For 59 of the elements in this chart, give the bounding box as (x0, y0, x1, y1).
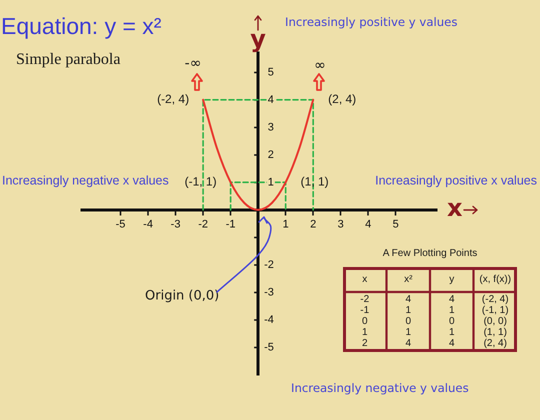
y-tick-label: 1 (268, 176, 274, 188)
text: 4 (448, 293, 456, 305)
annotation: x² (403, 273, 414, 287)
text: (-2, 4) (480, 293, 510, 305)
y-tick-label: 5 (268, 66, 274, 78)
x-tick-label: -4 (143, 218, 153, 231)
annotation: (-1, 1) (184, 174, 217, 189)
annotation: (2, 4) (328, 92, 356, 106)
text: (2, 4) (482, 338, 508, 349)
annotation: -1 (359, 305, 370, 316)
x-tick-label: 5 (392, 218, 399, 231)
text: (x, f(x)) (478, 273, 512, 287)
annotation: 0 (404, 316, 412, 327)
annotation: 1 (404, 327, 412, 338)
annotation: x (361, 273, 368, 287)
annotation: Origin (0,0) (145, 288, 220, 304)
y-tick-label: 2 (268, 148, 274, 161)
x-tick-label: -3 (170, 218, 180, 231)
y-tick-label: -5 (264, 342, 274, 354)
annotation: (1, 1) (300, 174, 329, 189)
annotation: 1 (404, 305, 412, 316)
text: 0 (448, 316, 456, 327)
annotation: A Few Plotting Points (382, 248, 478, 259)
annotation: Increasingly positive x values (375, 173, 537, 188)
y-tick-label: 4 (268, 94, 274, 106)
annotation: 4 (404, 338, 412, 349)
text: Increasingly positive y values (285, 15, 458, 30)
y-tick-label: -2 (264, 258, 274, 271)
y-tick-label: -4 (264, 314, 274, 326)
x-tick-label: 1 (282, 218, 289, 231)
x-tick-label: 4 (365, 218, 372, 231)
text: (0, 0) (482, 316, 508, 327)
text: 1 (448, 305, 456, 316)
text: (1, 1) (482, 327, 508, 338)
annotation: -∞ (184, 56, 202, 72)
annotation: Increasingly negative x values (2, 173, 169, 188)
x-tick-label: 3 (338, 218, 344, 231)
annotation: 2 (360, 338, 369, 349)
text: 1 (448, 327, 456, 338)
annotation: -2 (359, 293, 370, 305)
annotation: 4 (404, 293, 412, 305)
text: 4 (448, 338, 456, 349)
x-tick-label: -1 (226, 218, 236, 231)
annotation: (-2, 4) (157, 92, 190, 106)
text: Increasingly negative y values (291, 381, 469, 396)
y-tick-label: 3 (268, 121, 274, 134)
annotation: 1 (360, 327, 369, 338)
x-tick-label: -5 (116, 218, 126, 231)
text: (-1, 1) (480, 305, 510, 316)
x-tick-label: -2 (198, 218, 208, 231)
chart-subtitle: Simple parabola (16, 51, 120, 68)
text: y (448, 273, 456, 287)
y-axis-title: y (250, 25, 266, 54)
chart-title: Equation: y = x² (1, 13, 162, 39)
y-tick-label: -3 (264, 286, 274, 298)
annotation: 0 (360, 316, 369, 327)
annotation: ∞ (314, 58, 326, 74)
x-tick-label: 2 (310, 218, 316, 231)
x-axis-title: x (447, 194, 463, 222)
